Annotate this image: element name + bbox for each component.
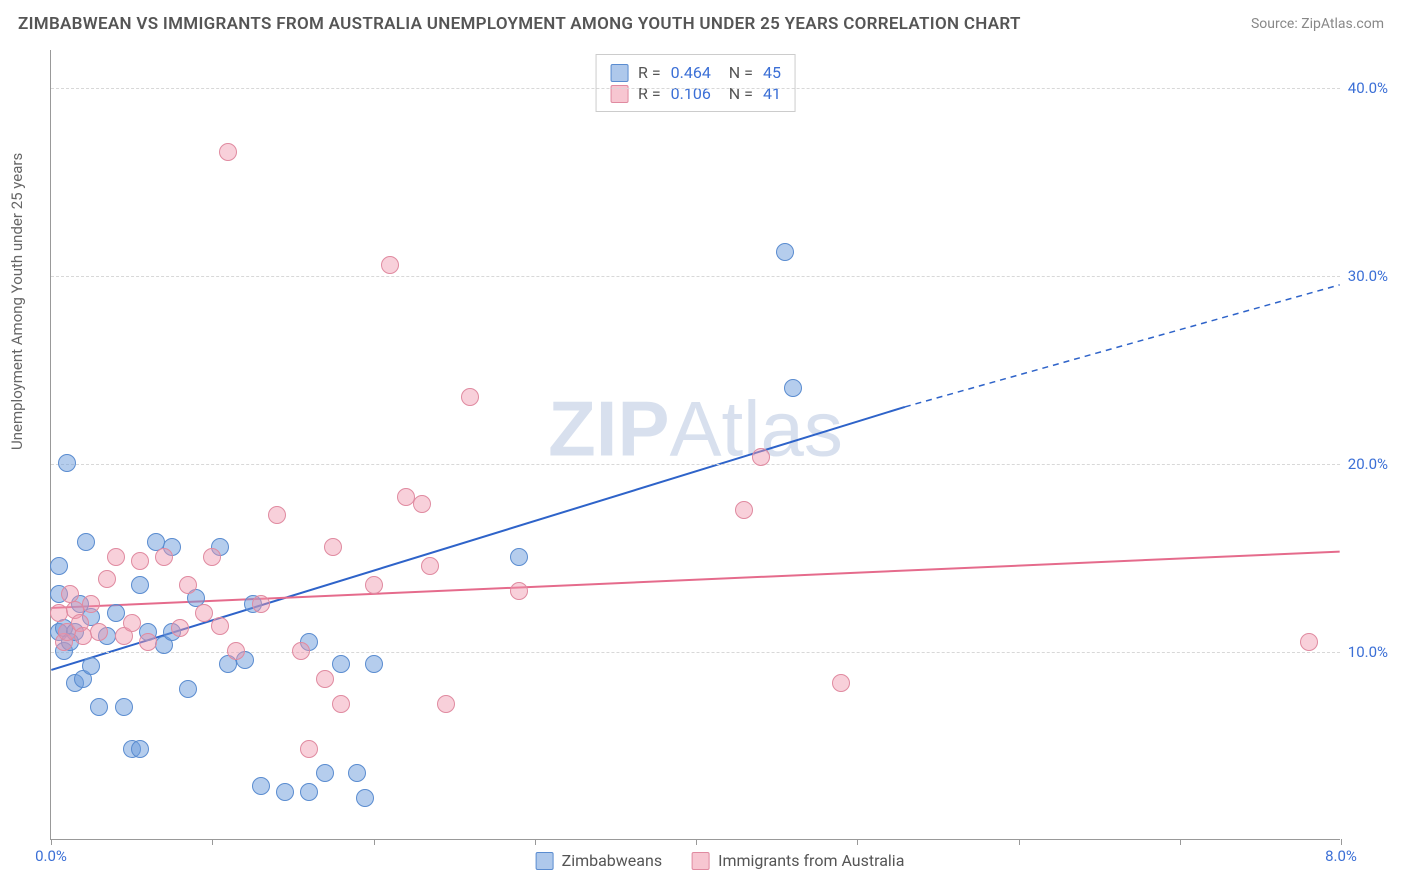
r-value-1: 0.464 — [671, 63, 711, 82]
x-tick — [51, 839, 52, 845]
legend-label-1: Zimbabweans — [562, 851, 662, 870]
legend-item-1: Zimbabweans — [536, 851, 662, 870]
data-point — [211, 617, 229, 635]
n-value-1: 45 — [763, 63, 781, 82]
data-point — [437, 695, 455, 713]
data-point — [58, 454, 76, 472]
chart-area: ZIPAtlas R = 0.464 N = 45 R = 0.106 N = … — [50, 50, 1390, 840]
x-tick — [212, 839, 213, 845]
data-point — [131, 552, 149, 570]
data-point — [107, 604, 125, 622]
data-point — [219, 143, 237, 161]
x-tick — [1341, 839, 1342, 845]
data-point — [332, 655, 350, 673]
data-point — [292, 642, 310, 660]
data-point — [381, 256, 399, 274]
watermark-bold: ZIP — [548, 384, 669, 472]
data-point — [1300, 633, 1318, 651]
data-point — [98, 570, 116, 588]
data-point — [348, 764, 366, 782]
data-point — [421, 557, 439, 575]
source-link[interactable]: ZipAtlas.com — [1301, 16, 1384, 32]
watermark: ZIPAtlas — [548, 383, 843, 474]
x-tick — [1180, 839, 1181, 845]
data-point — [784, 379, 802, 397]
y-tick-label: 10.0% — [1348, 643, 1388, 661]
data-point — [316, 670, 334, 688]
x-tick — [374, 839, 375, 845]
data-point — [300, 783, 318, 801]
source-attribution: Source: ZipAtlas.com — [1251, 16, 1384, 32]
data-point — [510, 548, 528, 566]
data-point — [179, 680, 197, 698]
data-point — [179, 576, 197, 594]
data-point — [77, 533, 95, 551]
n-label: N = — [721, 63, 753, 82]
data-point — [252, 777, 270, 795]
data-point — [139, 633, 157, 651]
source-prefix: Source: — [1251, 16, 1301, 32]
x-tick — [1019, 839, 1020, 845]
data-point — [107, 548, 125, 566]
data-point — [413, 495, 431, 513]
x-tick — [696, 839, 697, 845]
gridline — [51, 88, 1340, 89]
bottom-legend: Zimbabweans Immigrants from Australia — [536, 851, 905, 870]
y-tick-label: 30.0% — [1348, 267, 1388, 285]
x-tick-label: 0.0% — [35, 847, 67, 865]
data-point — [365, 655, 383, 673]
y-axis-label: Unemployment Among Youth under 25 years — [8, 153, 26, 450]
data-point — [324, 538, 342, 556]
gridline — [51, 464, 1340, 465]
data-point — [123, 614, 141, 632]
swatch-blue-icon — [610, 64, 628, 82]
data-point — [356, 789, 374, 807]
data-point — [300, 740, 318, 758]
y-tick-label: 40.0% — [1348, 79, 1388, 97]
x-tick — [857, 839, 858, 845]
data-point — [195, 604, 213, 622]
stats-legend: R = 0.464 N = 45 R = 0.106 N = 41 — [595, 54, 796, 112]
stats-row-1: R = 0.464 N = 45 — [610, 63, 781, 82]
data-point — [171, 619, 189, 637]
data-point — [510, 582, 528, 600]
data-point — [316, 764, 334, 782]
data-point — [735, 501, 753, 519]
data-point — [227, 642, 245, 660]
data-point — [268, 506, 286, 524]
x-tick — [535, 839, 536, 845]
data-point — [50, 557, 68, 575]
r-label: R = — [638, 63, 661, 82]
data-point — [832, 674, 850, 692]
chart-title: ZIMBABWEAN VS IMMIGRANTS FROM AUSTRALIA … — [18, 14, 1021, 34]
data-point — [90, 623, 108, 641]
data-point — [90, 698, 108, 716]
swatch-blue-icon — [536, 852, 554, 870]
swatch-pink-icon — [692, 852, 710, 870]
data-point — [365, 576, 383, 594]
data-point — [131, 576, 149, 594]
data-point — [155, 548, 173, 566]
data-point — [776, 243, 794, 261]
data-point — [115, 698, 133, 716]
data-point — [276, 783, 294, 801]
y-tick-label: 20.0% — [1348, 455, 1388, 473]
plot-region: ZIPAtlas R = 0.464 N = 45 R = 0.106 N = … — [50, 50, 1340, 840]
data-point — [203, 548, 221, 566]
data-point — [332, 695, 350, 713]
trendlines-svg — [51, 50, 1340, 839]
data-point — [131, 740, 149, 758]
data-point — [461, 388, 479, 406]
legend-item-2: Immigrants from Australia — [692, 851, 904, 870]
x-tick-label: 8.0% — [1325, 847, 1357, 865]
gridline — [51, 276, 1340, 277]
data-point — [82, 595, 100, 613]
data-point — [252, 595, 270, 613]
data-point — [82, 657, 100, 675]
data-point — [752, 448, 770, 466]
legend-label-2: Immigrants from Australia — [718, 851, 904, 870]
